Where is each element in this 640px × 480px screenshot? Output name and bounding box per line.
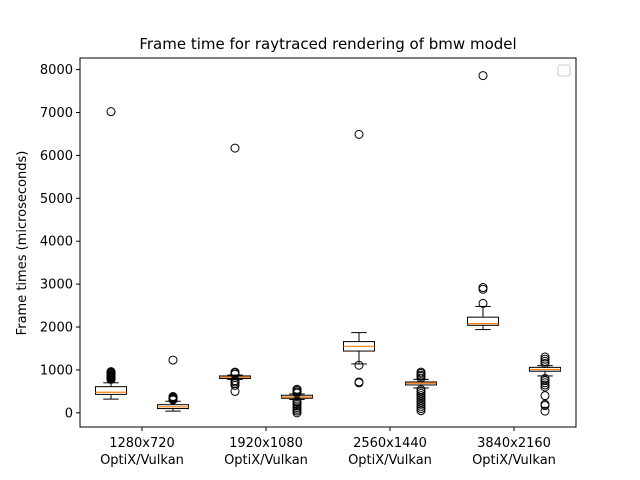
outlier-point <box>416 404 426 414</box>
outlier-point <box>540 374 550 384</box>
box-1920x1080-vulkan <box>281 384 313 418</box>
outlier-point <box>540 378 550 388</box>
legend-box <box>557 64 571 77</box>
y-tick-label: 8000 <box>40 63 73 78</box>
y-tick-label: 7000 <box>40 106 73 121</box>
x-tick-label-apis: OptiX/Vulkan <box>472 453 556 468</box>
outlier-point <box>540 356 550 366</box>
outlier-point <box>416 395 426 405</box>
outlier-point <box>416 385 426 395</box>
box-1280x720-vulkan <box>157 355 189 412</box>
outlier-point <box>478 298 488 308</box>
outlier-point <box>540 399 550 409</box>
x-tick-label-resolution: 2560x1440 <box>353 436 427 451</box>
y-tick-label: 4000 <box>40 235 73 250</box>
x-tick-label-apis: OptiX/Vulkan <box>224 453 308 468</box>
outlier-point <box>354 129 364 139</box>
x-tick-label-resolution: 1280x720 <box>109 436 175 451</box>
outlier-point <box>292 384 302 394</box>
box-3840x2160-optix <box>467 71 499 331</box>
y-axis-label: Frame times (microseconds) <box>15 151 30 336</box>
outlier-point <box>106 367 116 377</box>
y-axis-ticks: 0 1000 2000 3000 4000 5000 6000 7000 8000 <box>40 63 80 421</box>
outlier-point <box>540 382 550 392</box>
box-series <box>95 71 561 418</box>
outlier-point <box>478 284 488 294</box>
outlier-point <box>416 391 426 401</box>
box-1280x720-optix <box>95 107 127 400</box>
outlier-point <box>416 399 426 409</box>
outlier-point <box>540 380 550 390</box>
chart-title: Frame time for raytraced rendering of bm… <box>139 35 516 53</box>
x-tick-label-resolution: 1920x1080 <box>229 436 303 451</box>
y-tick-label: 0 <box>65 406 73 421</box>
box-2560x1440-vulkan <box>405 367 437 416</box>
outlier-point <box>230 143 240 153</box>
outlier-point <box>230 367 240 377</box>
outlier-point <box>354 378 364 388</box>
box-2560x1440-optix <box>343 129 375 388</box>
outlier-point <box>168 392 178 402</box>
outlier-point <box>540 352 550 362</box>
outlier-point <box>540 354 550 364</box>
outlier-point <box>416 389 426 399</box>
outlier-point <box>478 71 488 81</box>
y-tick-label: 3000 <box>40 278 73 293</box>
x-tick-label-resolution: 3840x2160 <box>477 436 551 451</box>
y-tick-label: 2000 <box>40 321 73 336</box>
y-tick-label: 6000 <box>40 149 73 164</box>
box-3840x2160-vulkan <box>529 352 561 416</box>
plot-area-frame <box>79 57 577 428</box>
outlier-point <box>416 401 426 411</box>
outlier-point <box>416 397 426 407</box>
x-axis-ticks: 1280x720 OptiX/Vulkan 1920x1080 OptiX/Vulka… <box>100 427 556 468</box>
y-tick-label: 1000 <box>40 363 73 378</box>
x-tick-label-apis: OptiX/Vulkan <box>100 453 184 468</box>
y-tick-label: 5000 <box>40 192 73 207</box>
outlier-point <box>416 367 426 377</box>
outlier-point <box>540 391 550 401</box>
outlier-point <box>540 358 550 368</box>
outlier-point <box>478 283 488 293</box>
outlier-point <box>416 406 426 416</box>
x-tick-label-apis: OptiX/Vulkan <box>348 453 432 468</box>
box-iqr <box>467 316 499 326</box>
box-iqr <box>95 386 127 395</box>
outlier-point <box>540 406 550 416</box>
outlier-point <box>540 376 550 386</box>
outlier-point <box>106 107 116 117</box>
box-1920x1080-optix <box>219 143 251 396</box>
outlier-point <box>354 360 364 370</box>
outlier-point <box>168 355 178 365</box>
